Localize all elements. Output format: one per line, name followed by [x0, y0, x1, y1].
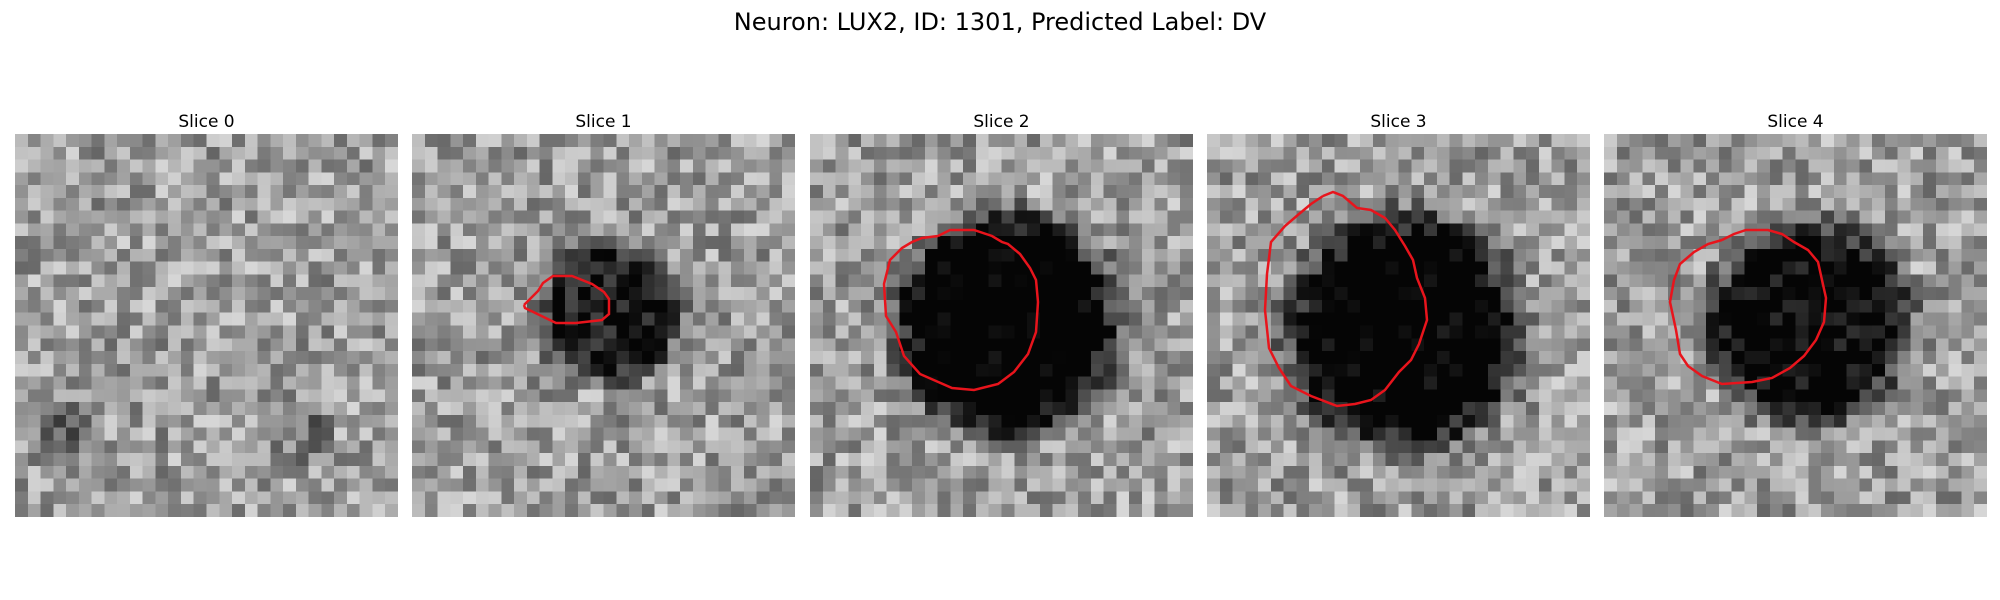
slice-panel-1: Slice 1 [412, 110, 795, 517]
grayscale-patch [1207, 134, 1590, 517]
grayscale-patch [412, 134, 795, 517]
slice-title: Slice 3 [1370, 112, 1427, 132]
slice-image [1207, 134, 1590, 517]
roi-contour [522, 274, 611, 325]
slice-title: Slice 2 [973, 112, 1030, 132]
figure-title: Neuron: LUX2, ID: 1301, Predicted Label:… [733, 8, 1267, 36]
slice-image [810, 134, 1193, 517]
slice-panel-4: Slice 4 [1604, 110, 1987, 517]
roi-contour [1263, 190, 1429, 408]
slice-panel-3: Slice 3 [1207, 110, 1590, 517]
slice-title: Slice 1 [575, 112, 632, 132]
slice-image [412, 134, 795, 517]
grayscale-patch [1604, 134, 1987, 517]
slice-title: Slice 4 [1767, 112, 1824, 132]
slice-panel-0: Slice 0 [15, 110, 398, 517]
grayscale-patch [810, 134, 1193, 517]
slice-panel-2: Slice 2 [810, 110, 1193, 517]
roi-contour [882, 228, 1040, 392]
slice-title: Slice 0 [178, 112, 235, 132]
grayscale-patch [15, 134, 398, 517]
slice-image [15, 134, 398, 517]
slice-image [1604, 134, 1987, 517]
roi-contour [1668, 228, 1828, 386]
